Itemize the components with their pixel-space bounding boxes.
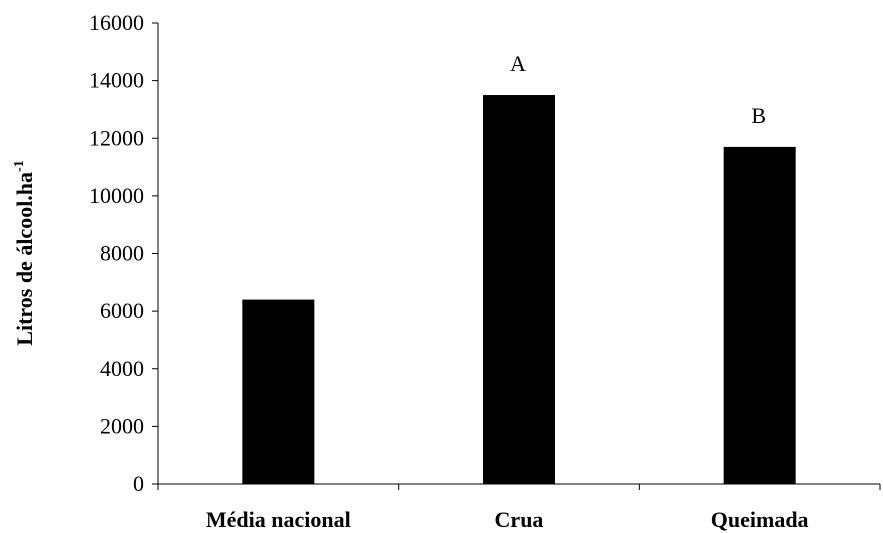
- y-axis: 0 2000 4000 6000 8000 10000 12000 14000 16000: [89, 10, 159, 496]
- bar: [242, 299, 315, 484]
- category-label: Crua: [495, 507, 544, 532]
- y-tick-label: 12000: [89, 125, 144, 150]
- category-label: Queimada: [711, 507, 809, 532]
- y-tick-label: 4000: [100, 356, 144, 381]
- y-axis-label-superscript: -1: [12, 160, 27, 172]
- y-tick-label: 6000: [100, 298, 144, 323]
- y-tick-label: 0: [133, 471, 144, 496]
- y-tick-label: 14000: [89, 68, 144, 93]
- category-labels: Média nacional Crua Queimada: [206, 507, 809, 532]
- bar: [483, 95, 555, 484]
- y-tick-label: 10000: [89, 183, 144, 208]
- bar-annotation: A: [510, 51, 526, 76]
- y-axis-label-text: Litros de álcool.ha: [12, 172, 37, 346]
- bar-annotation: B: [751, 103, 766, 128]
- bars: [242, 95, 796, 485]
- x-axis: [157, 483, 881, 490]
- category-label: Média nacional: [206, 507, 351, 532]
- y-axis-label: Litros de álcool.ha-1: [12, 160, 37, 345]
- y-ticks: 0 2000 4000 6000 8000 10000 12000 14000 16000: [89, 10, 158, 496]
- bar: [723, 146, 796, 485]
- x-ticks: [157, 484, 881, 490]
- bar-annotations: AB: [510, 51, 766, 128]
- y-tick-label: 2000: [100, 413, 144, 438]
- y-tick-label: 8000: [100, 241, 144, 266]
- y-tick-label: 16000: [89, 10, 144, 35]
